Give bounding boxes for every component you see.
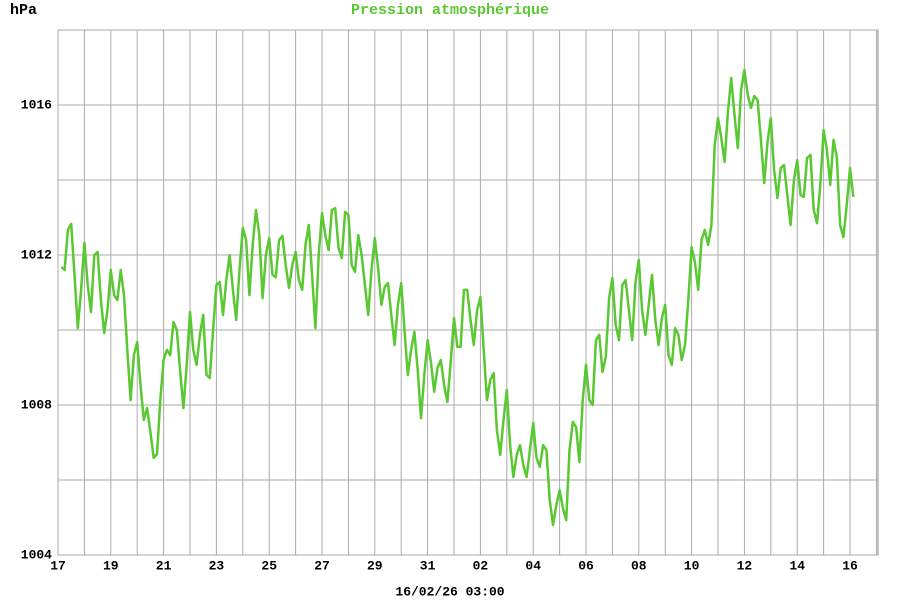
x-tick-label: 12	[737, 558, 753, 573]
y-tick-label: 1016	[21, 97, 52, 112]
x-tick-label: 16	[842, 558, 858, 573]
y-tick-label: 1008	[21, 397, 52, 412]
y-tick-label: 1004	[21, 547, 52, 562]
chart-title: Pression atmosphérique	[351, 2, 549, 19]
x-tick-label: 31	[420, 558, 436, 573]
x-tick-label: 19	[103, 558, 119, 573]
x-tick-label: 23	[209, 558, 225, 573]
x-tick-label: 02	[473, 558, 489, 573]
x-tick-label: 06	[578, 558, 594, 573]
x-tick-label: 21	[156, 558, 172, 573]
x-tick-label: 10	[684, 558, 700, 573]
x-tick-label: 04	[525, 558, 541, 573]
x-tick-label: 08	[631, 558, 647, 573]
x-tick-label: 29	[367, 558, 383, 573]
data-line	[60, 68, 855, 527]
y-tick-label: 1012	[21, 247, 52, 262]
x-label: 16/02/26 03:00	[395, 584, 504, 599]
y-unit: hPa	[10, 2, 37, 19]
x-tick-label: 17	[50, 558, 66, 573]
x-tick-label: 14	[789, 558, 805, 573]
x-tick-label: 27	[314, 558, 330, 573]
x-tick-label: 25	[261, 558, 277, 573]
